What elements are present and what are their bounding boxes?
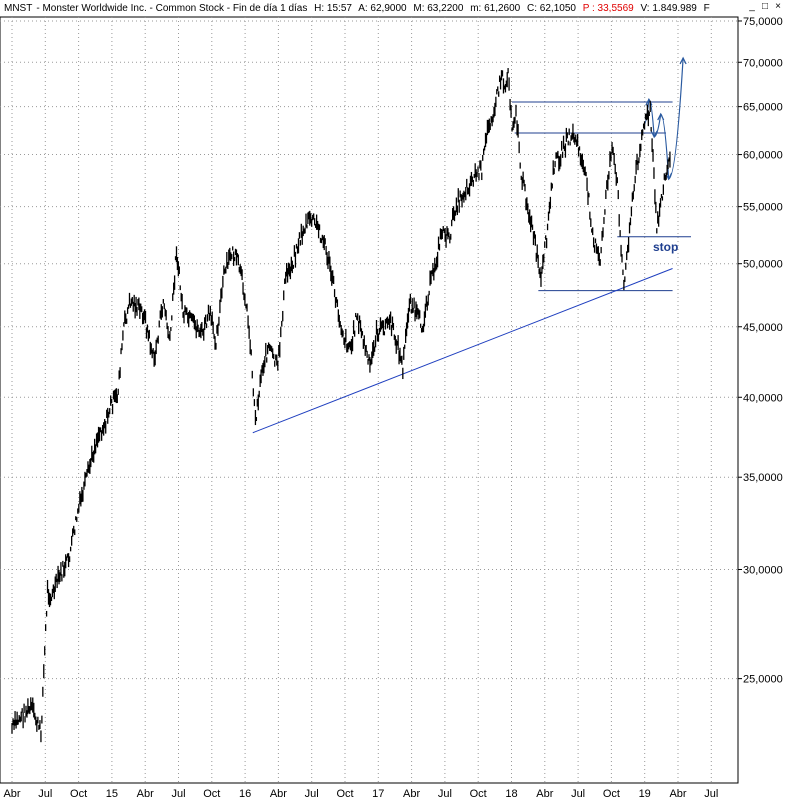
x-tick-label: Abr <box>137 788 154 800</box>
open-label: A: 62,9000 <box>358 3 407 14</box>
symbol-label: MNST <box>4 3 33 14</box>
x-tick-label: Abr <box>270 788 287 800</box>
y-tick-label: 40,0000 <box>743 392 783 404</box>
volume-label: V: 1.849.989 <box>640 3 697 14</box>
y-tick-label: 50,0000 <box>743 259 783 271</box>
x-tick-label: Jul <box>38 788 52 800</box>
grid-lines <box>0 16 739 784</box>
p-value-label: P : 33,5569 <box>582 3 634 14</box>
projection-arrowhead <box>657 112 665 121</box>
high-label: H: 15:57 <box>314 3 352 14</box>
max-label: M: 63,2200 <box>413 3 464 14</box>
x-tick-label: 18 <box>505 788 517 800</box>
x-tick-label: Jul <box>438 788 452 800</box>
x-tick-label: Jul <box>571 788 585 800</box>
y-tick-label: 75,0000 <box>743 16 783 28</box>
x-tick-label: Oct <box>336 788 353 800</box>
y-tick-label: 65,0000 <box>743 102 783 114</box>
x-tick-label: Abr <box>403 788 420 800</box>
y-axis: 25,0000 30,0000 35,0000 40,0000 45,0000 50,00… <box>738 16 783 686</box>
description-label: - Monster Worldwide Inc. - Common Stock … <box>36 3 308 14</box>
x-tick-label: Oct <box>470 788 487 800</box>
price-series <box>11 68 671 743</box>
y-tick-label: 25,0000 <box>743 674 783 686</box>
support-trendline <box>252 268 673 434</box>
projection-arrowhead <box>679 56 687 65</box>
close-label: C: 62,1050 <box>527 3 576 14</box>
y-tick-label: 35,0000 <box>743 472 783 484</box>
x-axis: Abr Jul Oct 15 Abr Jul Oct 16 Abr Jul Oct 17 Abr Jul O… <box>3 788 718 800</box>
projection-arrowhead <box>650 130 658 139</box>
min-label: m: 61,2600 <box>470 3 521 14</box>
trailing-label: F <box>703 3 710 14</box>
projection-arrowhead <box>645 97 653 106</box>
annotations: stop <box>252 56 691 434</box>
plot-frame <box>0 16 739 784</box>
x-tick-label: Jul <box>171 788 185 800</box>
x-tick-label: Oct <box>603 788 620 800</box>
minimize-icon[interactable]: _ <box>747 2 757 13</box>
window-buttons: _ □ × <box>747 2 783 13</box>
maximize-icon[interactable]: □ <box>760 1 770 13</box>
y-tick-label: 70,0000 <box>743 57 783 69</box>
x-tick-label: Oct <box>203 788 220 800</box>
chart-header: MNST - Monster Worldwide Inc. - Common St… <box>0 0 787 17</box>
x-tick-label: Abr <box>669 788 686 800</box>
x-tick-label: 16 <box>239 788 251 800</box>
x-tick-label: Oct <box>70 788 87 800</box>
x-tick-label: 19 <box>639 788 651 800</box>
x-tick-label: 17 <box>372 788 384 800</box>
x-tick-label: Abr <box>3 788 20 800</box>
stop-label: stop <box>653 240 678 254</box>
x-tick-label: Jul <box>704 788 718 800</box>
x-tick-label: 15 <box>106 788 118 800</box>
y-tick-label: 45,0000 <box>743 322 783 334</box>
x-tick-label: Abr <box>536 788 553 800</box>
y-tick-label: 30,0000 <box>743 564 783 576</box>
x-tick-label: Jul <box>305 788 319 800</box>
close-icon[interactable]: × <box>773 2 783 13</box>
y-tick-label: 60,0000 <box>743 150 783 162</box>
y-tick-label: 55,0000 <box>743 202 783 214</box>
